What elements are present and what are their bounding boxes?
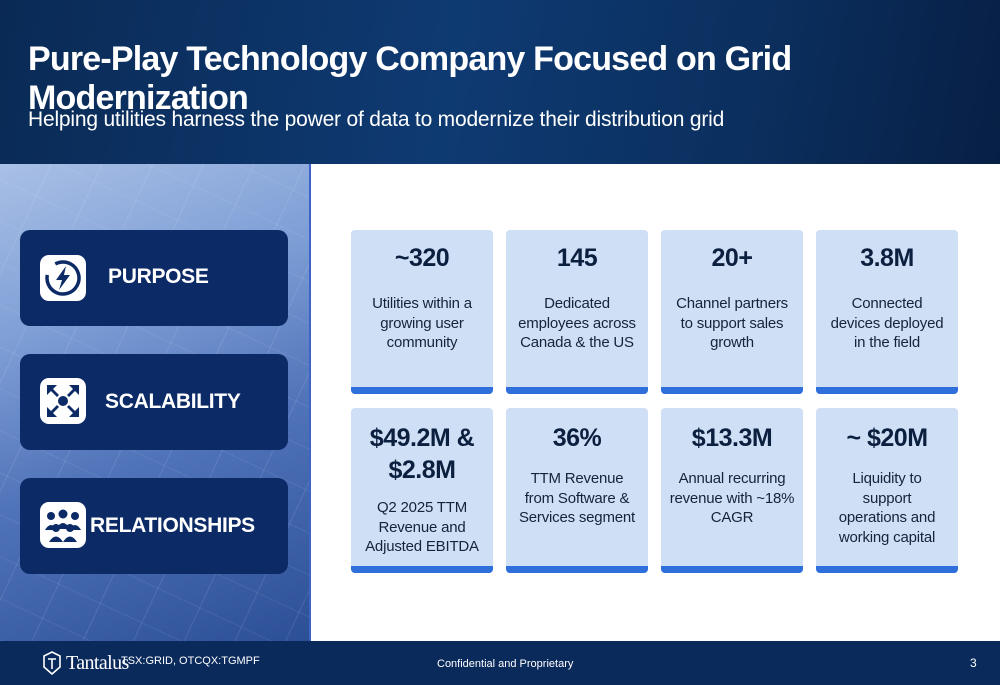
stat-value: 3.8M [860,244,914,272]
company-logo: Tantalus [42,651,129,675]
scalability-pill: SCALABILITY [20,354,288,450]
expand-arrows-icon [40,378,86,424]
card-accent-bar [351,387,493,394]
stat-card-utilities: ~320 Utilities within a growing user commu… [351,230,493,394]
stat-value: $49.2M & $2.8M [369,424,475,484]
stat-value: 20+ [711,244,753,272]
stat-value: ~ $20M [846,424,928,452]
stat-card-employees: 145 Dedicated employees across Canada & th… [506,230,648,394]
purpose-pill: PURPOSE [20,230,288,326]
lightning-bolt-icon [40,255,86,301]
card-accent-bar [661,566,803,573]
relationships-label: RELATIONSHIPS [90,514,255,537]
confidential-notice: Confidential and Proprietary [437,658,574,670]
page-number: 3 [970,656,977,670]
slide-subtitle: Helping utilities harness the power of d… [28,108,725,131]
card-accent-bar [351,566,493,573]
stat-card-arr: $13.3M Annual recurring revenue with ~18%… [661,408,803,573]
stat-description: Connected devices deployed in the field [830,295,944,351]
ticker-symbols: TSX:GRID, OTCQX:TGMPF [121,655,260,667]
slide-header: Pure-Play Technology Company Focused on … [0,0,1000,164]
stat-card-liquidity: ~ $20M Liquidity to support operations and… [816,408,958,573]
stat-card-partners: 20+ Channel partners to support sales grow… [661,230,803,394]
stat-card-devices: 3.8M Connected devices deployed in the fie… [816,230,958,394]
stat-description: Channel partners to support sales growth [676,295,788,351]
relationships-pill: RELATIONSHIPS [20,478,288,574]
stat-description: Dedicated employees across Canada & the US [518,295,636,351]
stat-value: 145 [556,244,598,272]
slide-footer: Tantalus TSX:GRID, OTCQX:TGMPF Confident… [0,641,1000,685]
stat-description: Utilities within a growing user community [372,295,472,351]
stat-description: Q2 2025 TTM Revenue and Adjusted EBITDA [365,499,479,555]
stat-description: Liquidity to support operations and working… [838,470,936,546]
card-accent-bar [816,566,958,573]
purpose-label: PURPOSE [108,265,209,288]
stat-card-software-share: 36% TTM Revenue from Software & Services s… [506,408,648,573]
stat-value: $13.3M [691,424,773,452]
stat-value: ~320 [394,244,450,272]
solar-panel-background: PURPOSE SCALABILITY [0,164,311,641]
card-accent-bar [816,387,958,394]
stat-description: Annual recurring revenue with ~18% CAGR [669,470,795,526]
slide-title: Pure-Play Technology Company Focused on … [28,40,792,117]
stat-value: 36% [552,424,602,452]
tantalus-logo-icon [43,651,61,675]
card-accent-bar [506,566,648,573]
card-accent-bar [506,387,648,394]
logo-text: Tantalus [66,651,129,674]
card-accent-bar [661,387,803,394]
scalability-label: SCALABILITY [105,390,241,413]
stat-card-revenue-ebitda: $49.2M & $2.8M Q2 2025 TTM Revenue and Adju… [351,408,493,573]
stat-description: TTM Revenue from Software & Services segme… [518,470,636,526]
people-group-icon [40,502,86,548]
